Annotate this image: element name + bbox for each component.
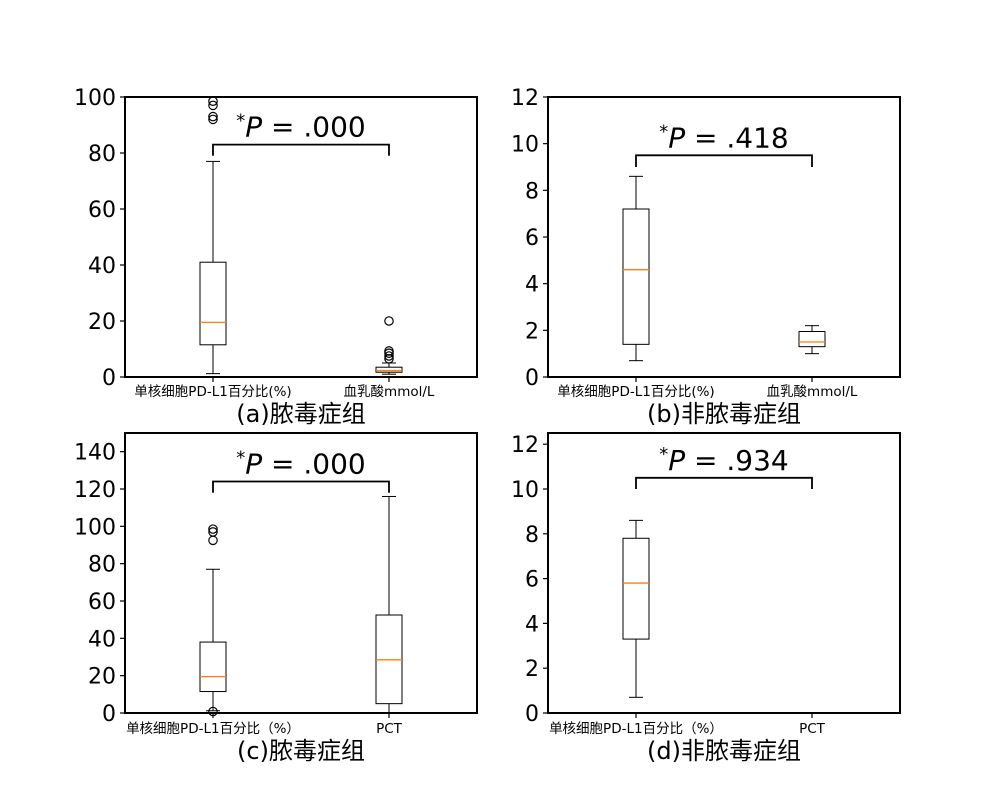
p-value-annotation: *P = .000 <box>236 448 366 481</box>
y-tick-label: 10 <box>511 133 539 158</box>
outlier-point <box>208 111 218 122</box>
y-tick-label: 80 <box>88 142 116 167</box>
significance-bracket <box>212 480 390 493</box>
chart-panel-b: 0 2 4 6 8 10 12 单核细胞PD-L1百分比(%) 血乳酸mmol/L *P = .4… <box>511 86 901 428</box>
iqr-box <box>622 208 650 345</box>
y-tick-label: 8 <box>525 179 539 204</box>
box-1 <box>622 175 650 362</box>
outlier-point <box>208 114 218 125</box>
y-tick-label: 0 <box>525 702 539 727</box>
iqr-box <box>199 261 227 346</box>
y-tick-label: 80 <box>88 553 116 578</box>
outlier-point <box>384 346 394 356</box>
y-tick-label: 140 <box>74 441 116 466</box>
y-tick-label: 0 <box>102 702 116 727</box>
y-tick-label: 40 <box>88 627 116 652</box>
significance-bracket <box>212 143 390 156</box>
outlier-point <box>384 351 394 361</box>
outlier-point <box>208 527 218 537</box>
p-value-annotation: *P = .418 <box>659 121 789 154</box>
box-1 <box>622 519 650 698</box>
y-tick-label: 6 <box>525 568 539 593</box>
axes-frame <box>547 96 901 378</box>
y-tick-label: 0 <box>525 366 539 391</box>
box-1 <box>199 524 227 717</box>
p-value-annotation: *P = .000 <box>236 111 366 144</box>
outlier-point <box>384 316 394 326</box>
significance-bracket <box>635 476 813 489</box>
box-2 <box>798 325 826 355</box>
x-tick-label: 单核细胞PD-L1百分比（%） <box>126 721 300 737</box>
axes-frame <box>547 432 901 714</box>
y-tick-label: 60 <box>88 590 116 615</box>
y-tick-label: 20 <box>88 310 116 335</box>
y-tick-label: 6 <box>525 226 539 251</box>
outlier-point <box>208 524 218 534</box>
panel-caption: (c)脓毒症组 <box>237 737 365 765</box>
p-value-annotation: *P = .934 <box>659 444 789 477</box>
outlier-point <box>208 706 218 717</box>
x-tick-label: 单核细胞PD-L1百分比(%) <box>134 384 291 400</box>
y-tick-label: 10 <box>511 478 539 503</box>
x-tick-label: 血乳酸mmol/L <box>767 384 858 400</box>
x-tick-label: 血乳酸mmol/L <box>344 384 435 400</box>
iqr-box <box>199 641 227 693</box>
panel-caption: (d)非脓毒症组 <box>647 737 801 765</box>
y-tick-label: 8 <box>525 523 539 548</box>
axes-frame <box>124 432 478 714</box>
y-tick-label: 4 <box>525 273 539 298</box>
y-tick-label: 4 <box>525 612 539 637</box>
y-tick-label: 0 <box>102 366 116 391</box>
outlier-point <box>208 100 218 111</box>
y-tick-label: 60 <box>88 198 116 223</box>
y-tick-label: 2 <box>525 657 539 682</box>
y-tick-label: 100 <box>74 86 116 111</box>
x-tick-label: PCT <box>376 721 403 737</box>
y-tick-label: 2 <box>525 319 539 344</box>
panel-caption: (b)非脓毒症组 <box>647 400 801 428</box>
box-2 <box>375 316 403 375</box>
iqr-box <box>622 537 650 640</box>
panel-caption: (a)脓毒症组 <box>236 400 365 428</box>
y-tick-label: 12 <box>511 433 539 458</box>
x-tick-label: PCT <box>799 721 826 737</box>
axes-frame <box>124 96 478 378</box>
x-tick-label: 单核细胞PD-L1百分比（%） <box>549 721 723 737</box>
y-tick-label: 12 <box>511 86 539 111</box>
y-tick-label: 20 <box>88 665 116 690</box>
iqr-box <box>798 331 826 348</box>
y-tick-label: 100 <box>74 515 116 540</box>
chart-panel-d: 0 2 4 6 8 10 12 单核细胞PD-L1百分比（%） PCT *P = .934 (d)非… <box>511 432 901 765</box>
box-2 <box>375 495 403 714</box>
outlier-point <box>208 535 218 546</box>
y-tick-label: 120 <box>74 478 116 503</box>
iqr-box <box>375 366 403 373</box>
chart-panel-c: 0 20 40 60 80 100 120 140 单核细胞PD-L1百分比（%） PCT *P =… <box>74 432 478 765</box>
significance-bracket <box>635 154 813 167</box>
box-1 <box>199 96 227 375</box>
y-tick-label: 40 <box>88 254 116 279</box>
x-tick-label: 单核细胞PD-L1百分比(%) <box>557 384 714 400</box>
chart-panel-a: 0 20 40 60 80 100 单核细胞PD-L1百分比(%) 血乳酸mmol/L *P =… <box>74 86 478 428</box>
